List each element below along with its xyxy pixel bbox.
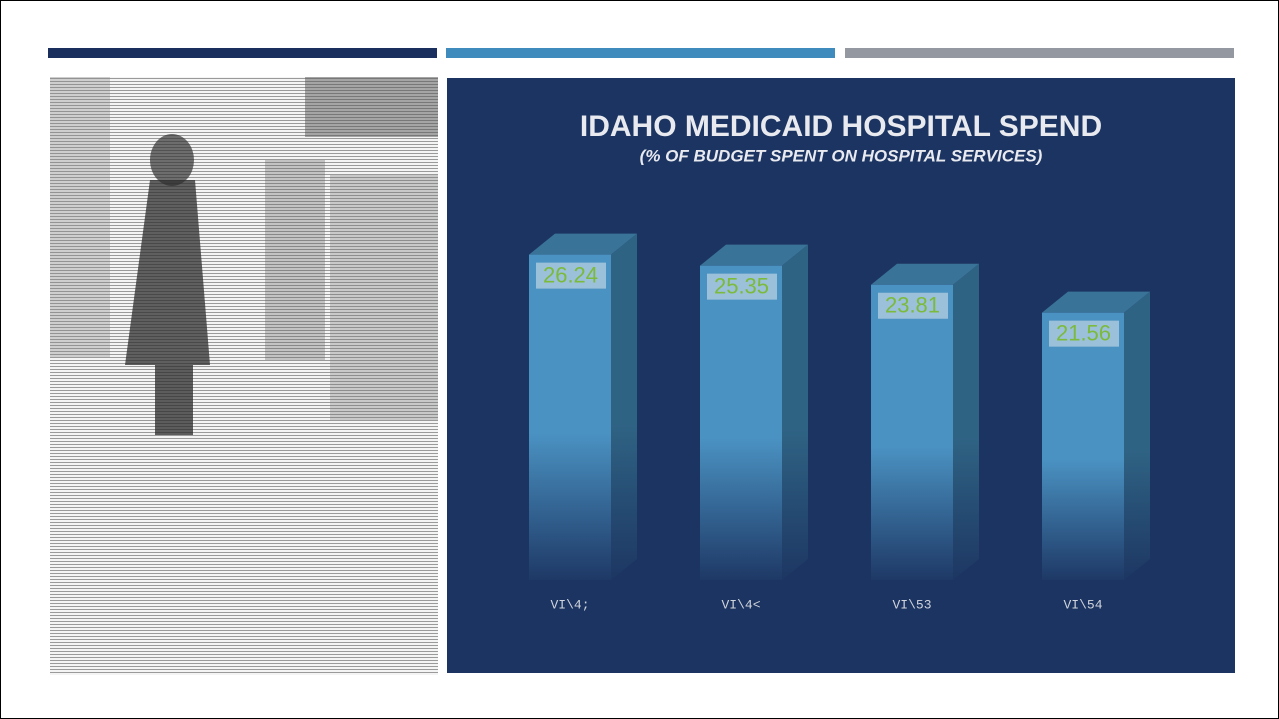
bar-top <box>1042 291 1150 313</box>
bar-top <box>529 233 637 255</box>
bar <box>529 254 611 580</box>
photo <box>50 77 438 675</box>
bar <box>1042 312 1124 580</box>
value-label: 25.35 <box>714 273 769 298</box>
value-label-box <box>536 262 606 289</box>
bar-top <box>871 263 979 285</box>
value-label: 26.24 <box>543 262 598 287</box>
accent-bar <box>446 48 835 58</box>
x-tick-label: VI\54 <box>1063 597 1102 612</box>
value-label-box <box>707 273 777 300</box>
value-label-box <box>1049 320 1119 347</box>
bar-side <box>782 244 808 580</box>
bar <box>700 265 782 580</box>
bar <box>871 284 953 580</box>
x-tick-label: VI\53 <box>892 597 931 612</box>
bar-side <box>953 263 979 580</box>
value-label: 23.81 <box>885 293 940 318</box>
accent-bar <box>48 48 437 58</box>
x-tick-label: VI\4; <box>550 597 589 612</box>
bar-side <box>611 233 637 580</box>
value-label-box <box>878 292 948 319</box>
x-tick-label: VI\4< <box>721 597 760 612</box>
bar-top <box>700 244 808 266</box>
accent-bar <box>845 48 1234 58</box>
value-label: 21.56 <box>1056 320 1111 345</box>
chart-title: IDAHO MEDICAID HOSPITAL SPEND <box>580 110 1102 143</box>
bar-side <box>1124 291 1150 580</box>
chart-subtitle: (% OF BUDGET SPENT ON HOSPITAL SERVICES) <box>640 146 1043 165</box>
